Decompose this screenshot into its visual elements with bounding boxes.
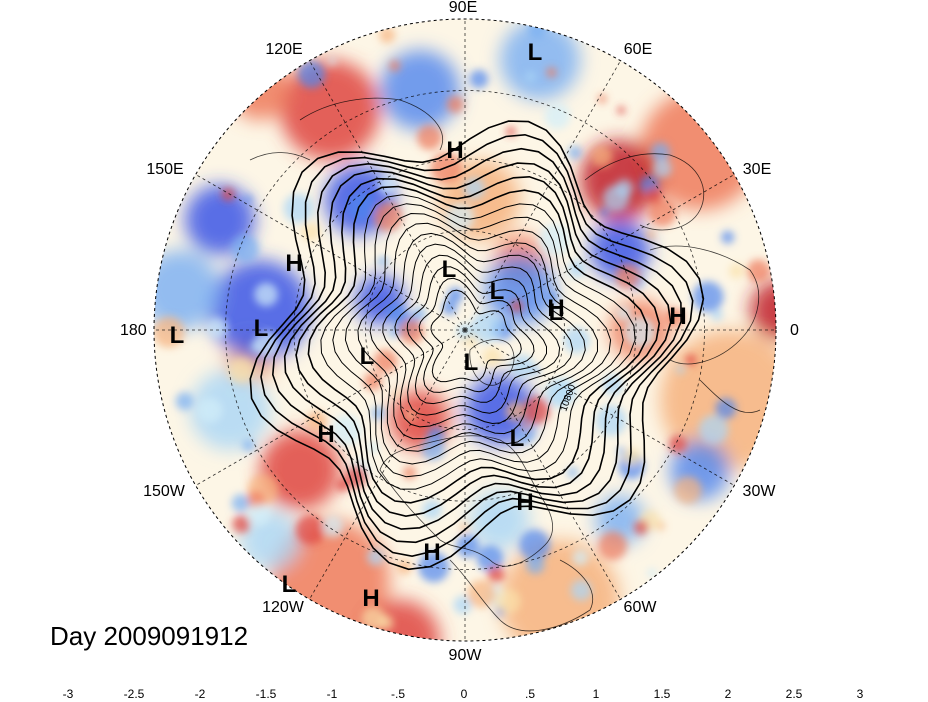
pressure-system-H: H [362,585,379,612]
pressure-system-L: L [464,349,479,376]
anomaly-field [154,19,776,641]
longitude-label: 60E [624,41,652,58]
pressure-system-L: L [170,322,185,349]
colorbar-tick-label: 2 [725,687,732,701]
pressure-system-L: L [442,256,457,283]
height-contours [249,120,705,571]
colorbar-tick-label: -1.5 [256,687,277,701]
pressure-system-L: L [510,425,525,452]
colorbar-tick-label: 3 [857,687,864,701]
colorbar-tick-label: -3 [63,687,74,701]
graticule [154,19,776,641]
longitude-label: 120W [262,599,305,616]
pressure-system-H: H [669,303,686,330]
colorbar-tick-label: 0 [461,687,468,701]
colorbar-tick-label: -2 [195,687,206,701]
colorbar: -3 -2.5 -2 -1.5 -1 -.5 0 .5 1 1.5 2 2.5 3 [63,687,864,701]
colorbar-tick-label: -.5 [391,687,405,701]
longitude-label: 180 [120,322,147,339]
coastlines [249,97,761,632]
longitude-label: 30E [743,161,771,178]
colorbar-tick-label: .5 [525,687,535,701]
pressure-system-H: H [285,250,302,277]
colorbar-tick-label: -1 [327,687,338,701]
pressure-system-H: H [446,137,463,164]
pressure-system-L: L [490,278,505,305]
colorbar-tick-label: 2.5 [786,687,803,701]
pressure-system-L: L [528,39,543,66]
pressure-system-H: H [317,421,334,448]
colorbar-tick-label: 1.5 [654,687,671,701]
pressure-system-L: L [254,315,269,342]
colorbar-tick-label: 1 [593,687,600,701]
longitude-label: 150E [146,161,183,178]
longitude-label: 90W [449,647,483,664]
longitude-labels: 90E 60E 30E 0 30W 60W 90W 120W 150W 180 150E 120E [120,0,799,664]
pressure-system-H: H [516,489,533,516]
longitude-label: 60W [624,599,658,616]
longitude-label: 30W [743,483,777,500]
longitude-label: 120E [265,41,302,58]
longitude-label: 150W [143,483,186,500]
map-boundary [153,18,777,642]
pressure-system-L: L [282,571,297,598]
pressure-system-L: L [360,343,375,370]
day-title: Day 2009091912 [50,621,248,651]
pressure-system-H: H [423,539,440,566]
longitude-label: 90E [449,0,477,16]
pressure-system-L: L [549,299,564,326]
colorbar-tick-label: -2.5 [124,687,145,701]
longitude-label: 0 [790,322,799,339]
pressure-system-H: H [547,295,564,322]
